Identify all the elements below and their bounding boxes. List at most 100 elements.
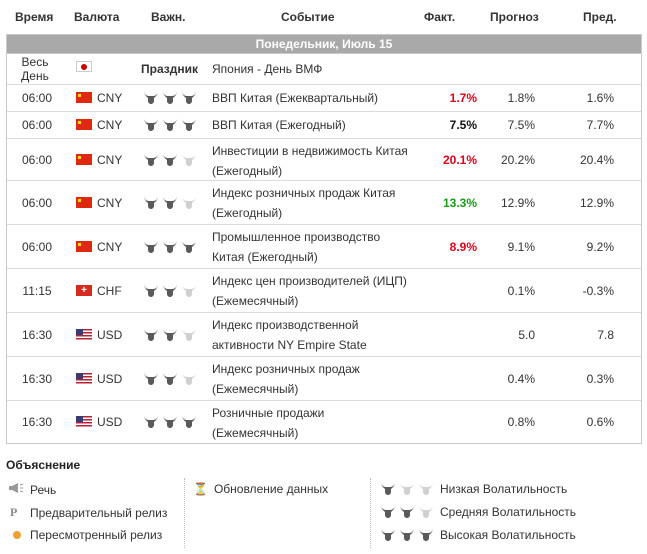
bull-icon bbox=[399, 505, 415, 519]
event-time: 06:00 bbox=[21, 196, 53, 210]
china-flag-icon bbox=[76, 92, 92, 103]
legend-divider bbox=[370, 478, 371, 548]
header-importance: Важн. bbox=[151, 10, 186, 24]
megaphone-icon bbox=[8, 482, 24, 497]
bull-icon bbox=[380, 528, 396, 542]
legend-high-label: Высокая Волатильность bbox=[440, 528, 576, 542]
table-row[interactable]: 16:30 USD Розничные продажи (Ежемесячный) 0… bbox=[7, 401, 641, 443]
event-currency: CHF bbox=[97, 284, 122, 298]
legend-revised-label: Пересмотренный релиз bbox=[30, 528, 163, 542]
header-forecast: Прогноз bbox=[490, 10, 539, 24]
mid-volatility-icon bbox=[380, 505, 434, 519]
bull-icon bbox=[181, 372, 197, 386]
usa-flag-icon bbox=[76, 329, 92, 340]
bull-icon bbox=[181, 91, 197, 105]
china-flag-icon bbox=[76, 119, 92, 130]
event-previous: 9.2% bbox=[586, 240, 614, 254]
importance-icons bbox=[143, 415, 199, 429]
bull-icon bbox=[418, 482, 434, 496]
event-previous: 1.6% bbox=[586, 91, 614, 105]
event-previous: 0.6% bbox=[586, 415, 614, 429]
importance-icons bbox=[143, 328, 199, 342]
importance-icons bbox=[143, 153, 199, 167]
header-event: Событие bbox=[281, 10, 335, 24]
event-previous: -0.3% bbox=[582, 284, 614, 298]
bull-icon bbox=[399, 482, 415, 496]
event-title[interactable]: Индекс розничных продаж (Ежемесячный) bbox=[212, 362, 360, 396]
table-row[interactable]: 16:30 USD Индекс розничных продаж (Ежемеся… bbox=[7, 357, 641, 401]
event-title[interactable]: Инвестиции в недвижимость Китая (Ежегодн… bbox=[212, 144, 408, 178]
event-forecast: 20.2% bbox=[500, 153, 535, 167]
event-previous: 0.3% bbox=[586, 372, 614, 386]
bull-icon bbox=[143, 372, 159, 386]
event-title[interactable]: ВВП Китая (Ежегодный) bbox=[212, 118, 346, 132]
event-currency: USD bbox=[97, 372, 123, 386]
table-row[interactable]: 06:00 CNY Инвестиции в недвижимость Китая … bbox=[7, 139, 641, 181]
bull-icon bbox=[380, 505, 396, 519]
bull-icon bbox=[143, 284, 159, 298]
bull-icon bbox=[162, 372, 178, 386]
bull-icon bbox=[181, 118, 197, 132]
holiday-row[interactable]: Весь День Праздник Япония - День ВМФ bbox=[7, 54, 641, 85]
event-time: 11:15 bbox=[22, 284, 52, 298]
event-title[interactable]: Индекс цен производителей (ИЦП) (Ежемеся… bbox=[212, 274, 407, 308]
event-currency: CNY bbox=[97, 118, 123, 132]
table-header: Время Валюта Важн. Событие Факт. Прогноз… bbox=[6, 0, 642, 34]
importance-icons bbox=[143, 240, 199, 254]
event-title[interactable]: ВВП Китая (Ежеквартальный) bbox=[212, 91, 379, 105]
usa-flag-icon bbox=[76, 416, 92, 427]
bull-icon bbox=[380, 482, 396, 496]
event-title[interactable]: Индекс розничных продаж Китая (Ежегодный… bbox=[212, 186, 396, 220]
calendar-table: Понедельник, Июль 15 Весь День Праздник … bbox=[6, 34, 642, 444]
hourglass-icon: ⏳ bbox=[193, 482, 208, 496]
legend-revised: Пересмотренный релиз bbox=[10, 528, 162, 542]
day-header: Понедельник, Июль 15 bbox=[7, 35, 641, 54]
event-actual: 1.7% bbox=[449, 91, 477, 105]
legend-low: Низкая Волатильность bbox=[380, 482, 567, 496]
importance-icons bbox=[143, 284, 199, 298]
bull-icon bbox=[143, 240, 159, 254]
bull-icon bbox=[162, 91, 178, 105]
usa-flag-icon bbox=[76, 373, 92, 384]
header-currency: Валюта bbox=[74, 10, 120, 24]
bull-icon bbox=[181, 196, 197, 210]
table-row[interactable]: 06:00 CNY ВВП Китая (Ежегодный) 7.5% 7.5% 7.7… bbox=[7, 112, 641, 139]
importance-icons bbox=[143, 372, 199, 386]
event-time: 06:00 bbox=[21, 91, 53, 105]
bull-icon bbox=[181, 328, 197, 342]
bull-icon bbox=[181, 153, 197, 167]
event-currency: USD bbox=[97, 415, 123, 429]
bull-icon bbox=[181, 240, 197, 254]
event-previous: 7.7% bbox=[586, 118, 614, 132]
table-row[interactable]: 06:00 CNY ВВП Китая (Ежеквартальный) 1.7% 1.… bbox=[7, 85, 641, 112]
holiday-event[interactable]: Япония - День ВМФ bbox=[212, 62, 323, 76]
event-time: 06:00 bbox=[21, 118, 53, 132]
swiss-flag-icon: + bbox=[76, 285, 92, 296]
importance-icons bbox=[143, 91, 199, 105]
event-forecast: 0.1% bbox=[507, 284, 535, 298]
event-forecast: 7.5% bbox=[507, 118, 535, 132]
event-time: 16:30 bbox=[21, 372, 53, 386]
bull-icon bbox=[162, 328, 178, 342]
event-currency: USD bbox=[97, 328, 123, 342]
event-currency: CNY bbox=[97, 196, 123, 210]
header-actual: Факт. bbox=[424, 10, 456, 24]
event-time: 06:00 bbox=[21, 240, 53, 254]
header-previous: Пред. bbox=[583, 10, 617, 24]
event-title[interactable]: Промышленное производство Китая (Ежегодн… bbox=[212, 230, 381, 264]
table-row[interactable]: 16:30 USD Индекс производственной активнос… bbox=[7, 313, 641, 357]
holiday-label: Праздник bbox=[141, 62, 198, 76]
prelim-icon: P bbox=[10, 505, 18, 519]
event-currency: CNY bbox=[97, 240, 123, 254]
legend-prelim: P Предварительный релиз bbox=[10, 505, 167, 520]
event-title[interactable]: Индекс производственной активности NY Em… bbox=[212, 318, 367, 352]
table-row[interactable]: 06:00 CNY Промышленное производство Китая … bbox=[7, 225, 641, 269]
event-title[interactable]: Розничные продажи (Ежемесячный) bbox=[212, 406, 325, 440]
bull-icon bbox=[162, 153, 178, 167]
table-row[interactable]: 06:00 CNY Индекс розничных продаж Китая (Е… bbox=[7, 181, 641, 225]
event-forecast: 0.8% bbox=[507, 415, 535, 429]
legend-update-label: Обновление данных bbox=[213, 482, 329, 496]
table-row[interactable]: 11:15 + CHF Индекс цен производителей (ИЦП)… bbox=[7, 269, 641, 313]
event-previous: 20.4% bbox=[579, 153, 614, 167]
bull-icon bbox=[143, 153, 159, 167]
